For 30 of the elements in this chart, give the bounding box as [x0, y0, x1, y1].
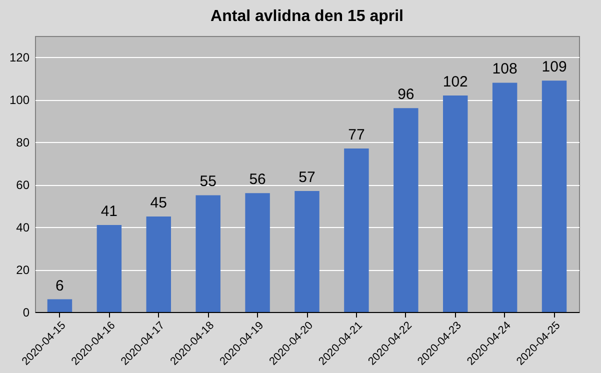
- data-label: 57: [298, 168, 316, 186]
- bar: [294, 190, 320, 312]
- data-label: 96: [398, 86, 414, 104]
- bar: [196, 195, 220, 312]
- y-tick-label: 120: [9, 50, 30, 65]
- data-label: 45: [150, 194, 167, 212]
- bar: [96, 224, 122, 312]
- bar: [492, 82, 518, 312]
- bar: [245, 193, 270, 312]
- data-label: 56: [249, 171, 266, 188]
- data-label: 55: [200, 173, 216, 190]
- data-label: 102: [442, 73, 468, 90]
- data-label: 77: [348, 126, 365, 144]
- bar: [47, 299, 72, 312]
- data-label: 108: [492, 60, 518, 78]
- y-tick-label: 0: [22, 306, 30, 320]
- data-label: 109: [542, 58, 567, 76]
- data-label: 6: [56, 277, 64, 294]
- bar: [394, 108, 418, 312]
- y-tick-label: 80: [16, 136, 30, 150]
- bar: [146, 216, 171, 312]
- bar: [542, 80, 567, 312]
- data-label: 41: [100, 202, 118, 220]
- y-tick-label: 60: [16, 178, 30, 192]
- y-tick-label: 20: [16, 263, 30, 278]
- chart-title: Antal avlidna den 15 april: [210, 8, 404, 25]
- bar: [344, 148, 369, 312]
- y-tick-label: 40: [16, 220, 30, 235]
- bar: [443, 95, 468, 312]
- y-tick-label: 100: [9, 93, 30, 108]
